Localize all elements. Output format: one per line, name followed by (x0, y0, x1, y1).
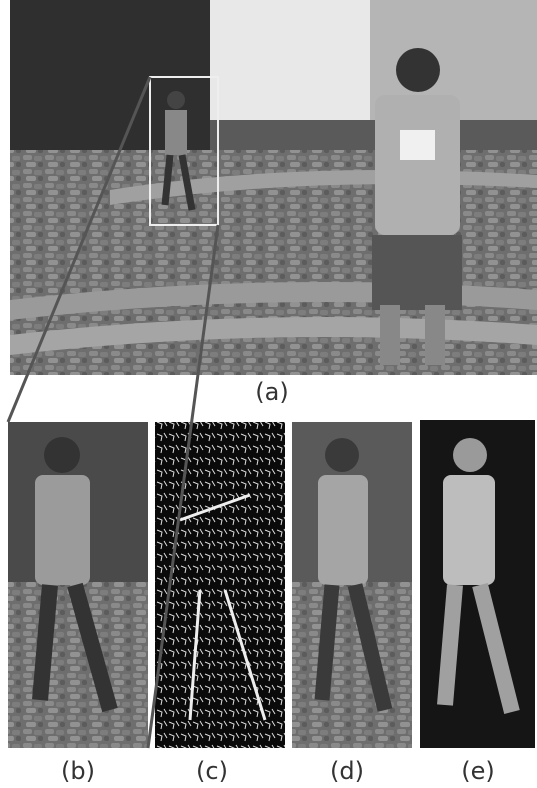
edge-map (155, 422, 285, 748)
panel-label: (c) (196, 757, 228, 785)
panel-label: (a) (255, 378, 288, 406)
panel-label: (d) (330, 757, 364, 785)
photo-enhanced (292, 422, 412, 748)
panel-label: (e) (461, 757, 495, 785)
page: (a) (b) (c) (d) (e) (() => { const data … (0, 0, 537, 788)
segmentation (420, 420, 535, 748)
photo-scene (10, 0, 537, 375)
panel-label: (b) (61, 757, 95, 785)
figure: (a) (b) (c) (d) (e) (0, 0, 537, 788)
photo-crop (8, 422, 148, 748)
